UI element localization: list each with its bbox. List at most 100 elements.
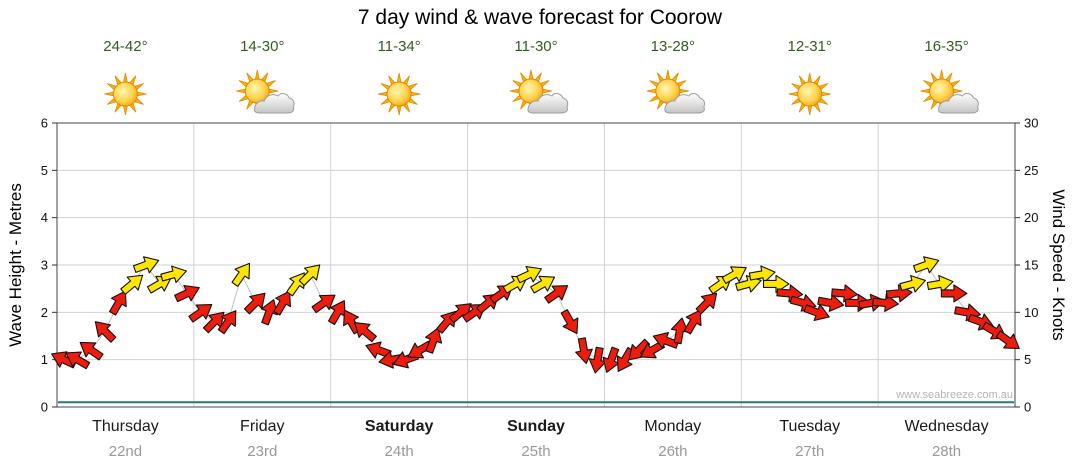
temp-range-label: 14-30° [240,38,285,55]
weather-icon-sunny [788,72,831,116]
wind-arrow [913,256,940,274]
left-axis-title: Wave Height - Metres [6,183,25,347]
left-axis-tick-label: 1 [41,352,48,367]
day-date-label: 23rd [247,443,278,460]
day-date-label: 28th [931,443,962,460]
wind-arrow [872,293,899,312]
wind-arrow [120,274,144,295]
temp-range-label: 11-34° [377,38,421,55]
wind-arrow [160,265,187,284]
day-date-label: 24th [384,443,414,460]
wind-arrow [354,322,377,343]
day-name-label: Tuesday [779,418,841,435]
day-name-label: Saturday [364,418,434,435]
wind-arrow [516,266,542,284]
wind-arrow [260,299,278,326]
day-name-label: Sunday [507,418,565,435]
right-axis-title: Wind Speed - Knots [1049,189,1068,341]
day-date-label: 25th [521,443,551,460]
cloud-icon [664,93,706,114]
sun-icon [378,72,421,116]
wind-arrow [803,303,830,322]
temp-range-label: 24-42° [103,38,148,55]
left-axis-tick-label: 3 [41,258,48,273]
wind-arrow [327,300,346,326]
wind-arrow [448,303,472,324]
wind-arrow [831,284,858,303]
left-axis-tick-label: 6 [41,116,48,131]
wind-arrow [424,327,443,354]
weather-icon-sunny [104,72,147,116]
wind-arrow [273,290,291,316]
temp-range-label: 16-35° [924,38,969,55]
wind-arrow [188,304,213,323]
right-axis-tick-label: 10 [1024,305,1038,320]
sun-icon [104,72,147,116]
right-axis-tick-label: 5 [1024,352,1031,367]
wind-arrow [721,266,747,285]
wind-arrow [628,338,651,361]
wind-arrow [231,262,251,287]
day-date-label: 22nd [108,443,143,460]
day-name-label: Wednesday [904,418,989,435]
right-axis-tick-label: 15 [1024,258,1038,273]
weather-icon-sun-cloud [920,69,979,114]
weather-icon-sunny [378,72,421,116]
wind-arrow [926,274,954,293]
wind-arrow [544,285,569,304]
cloud-icon [527,93,569,114]
wind-arrow [132,256,160,274]
cloud-icon [938,93,979,114]
wind-arrow [588,346,607,374]
day-name-label: Thursday [92,418,159,435]
wind-arrow [748,265,776,284]
temp-range-label: 12-31° [787,38,832,55]
wind-arrow [762,274,790,293]
wind-arrow [575,337,593,365]
right-axis-tick-label: 0 [1024,400,1031,415]
wind-arrow [365,341,392,359]
page-title: 7 day wind & wave forecast for Coorow [357,6,723,29]
day-name-label: Monday [644,418,702,435]
wind-arrow [695,292,718,315]
watermark: www.seabreeze.com.au [896,389,1013,401]
weather-icon-sun-cloud [236,69,295,114]
wind-arrow [616,346,635,372]
wind-arrow [109,290,127,316]
left-axis-tick-label: 2 [41,305,48,320]
temp-range-label: 11-30° [514,38,558,55]
day-name-label: Friday [240,418,285,435]
left-axis-tick-label: 4 [41,210,48,225]
day-date-label: 27th [795,443,825,460]
right-axis-tick-label: 30 [1024,116,1038,131]
weather-icon-sun-cloud [646,69,706,114]
wind-arrow [65,351,91,370]
right-axis-tick-label: 25 [1024,163,1038,178]
sun-icon [509,69,553,113]
wind-arrow [217,310,237,335]
day-date-label: 26th [658,443,688,460]
wind-arrow [311,294,336,314]
wind-arrow [94,321,117,343]
right-axis-tick-label: 20 [1024,210,1038,225]
wind-arrow [560,309,579,335]
wind-arrow [243,292,266,315]
wind-arrow [530,275,556,294]
wind-arrow [174,284,200,303]
weather-icon-sun-cloud [509,69,569,114]
wind-arrow [683,309,702,335]
sun-icon [788,72,831,116]
wind-arrow [817,294,845,312]
left-axis-tick-label: 5 [41,163,48,178]
cloud-icon [253,93,295,114]
wind-arrow [899,275,926,293]
wind-arrow [602,346,620,373]
wind-arrow [202,311,225,334]
wind-arrow [79,341,104,361]
wind-arrow [995,330,1020,350]
temp-range-label: 13-28° [650,38,696,55]
left-axis-tick-label: 0 [41,400,48,415]
wind-arrow [670,317,689,345]
